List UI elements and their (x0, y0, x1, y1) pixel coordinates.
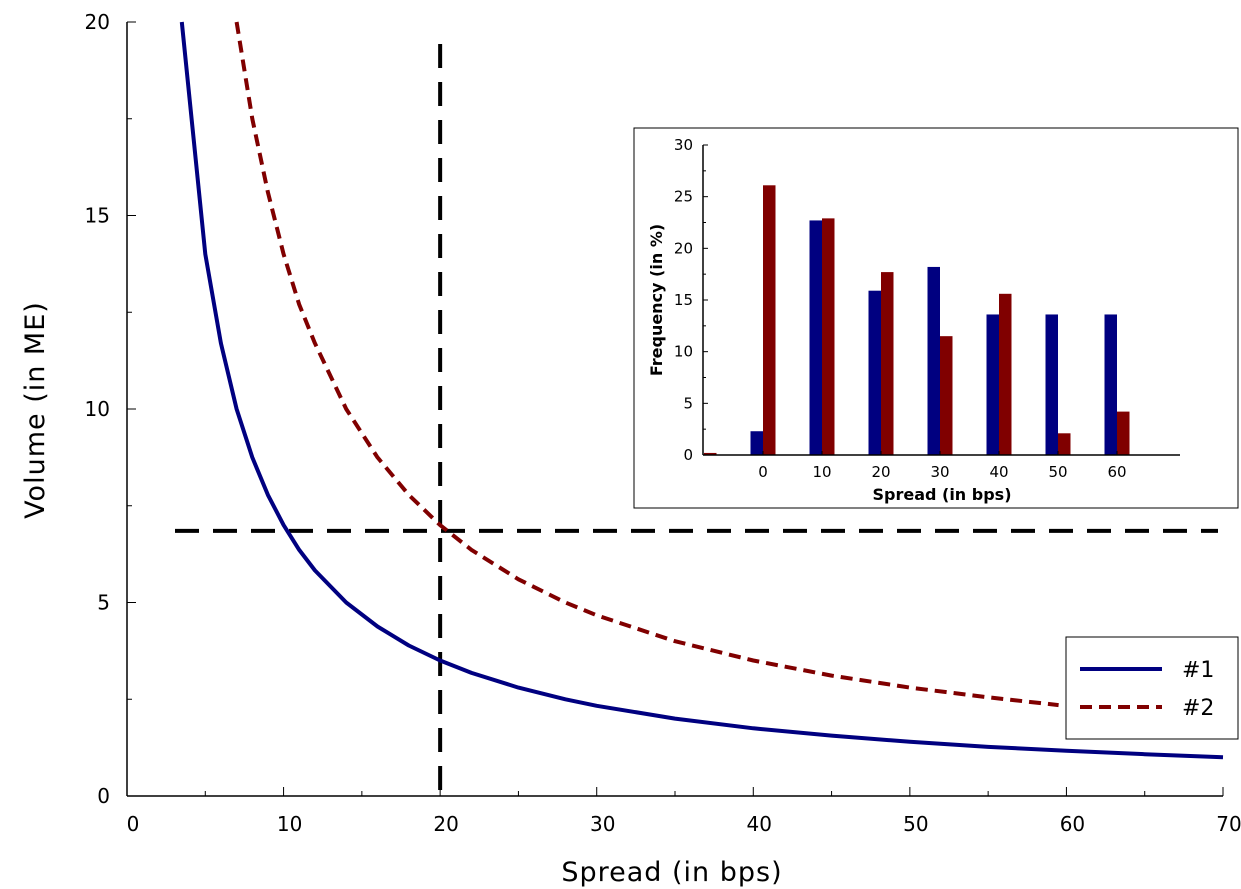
legend: #1 #2 (1066, 637, 1238, 739)
inset-bar-series-1 (751, 431, 764, 455)
y-axis-title: Volume (in ME) (20, 301, 51, 519)
x-tick-label: 0 (127, 812, 140, 836)
inset-bar-series-1 (1046, 314, 1059, 455)
x-tick-label: 40 (747, 812, 772, 836)
x-tick-label: 50 (903, 812, 928, 836)
y-tick-label: 10 (85, 397, 110, 421)
inset-x-tick-label: 40 (989, 463, 1008, 481)
inset-x-axis-title: Spread (in bps) (872, 485, 1011, 504)
inset-x-tick-label: 10 (812, 463, 831, 481)
inset-y-tick-label: 15 (674, 291, 693, 309)
inset-bar-series-1 (810, 220, 823, 455)
legend-frame (1066, 637, 1238, 739)
x-tick-label: 60 (1060, 812, 1085, 836)
inset-y-tick-label: 30 (674, 136, 693, 154)
x-tick-label: 10 (277, 812, 302, 836)
inset-x-tick-label: 20 (871, 463, 890, 481)
y-tick-label: 0 (97, 784, 110, 808)
inset-bar-series-2 (1058, 433, 1071, 455)
inset-bar-series-1 (1105, 314, 1118, 455)
x-tick-label: 20 (433, 812, 458, 836)
inset-bar-series-2 (822, 218, 835, 455)
inset-bar-series-1 (869, 291, 882, 455)
inset-x-tick-label: 30 (930, 463, 949, 481)
inset-x-tick-label: 60 (1107, 463, 1126, 481)
inset-bar-series-2 (999, 294, 1012, 455)
inset-y-tick-label: 0 (683, 446, 693, 464)
inset-y-tick-label: 5 (683, 394, 693, 412)
inset-bar-series-2 (763, 185, 776, 455)
x-tick-label: 70 (1216, 812, 1241, 836)
inset-bar-series-2 (1117, 412, 1130, 455)
legend-label-series-1: #1 (1182, 658, 1214, 683)
inset-chart: 0 5 10 15 20 25 30 0 10 20 30 40 50 60 Spread (in bps… (634, 128, 1238, 508)
y-tick-label: 20 (85, 10, 110, 34)
legend-label-series-2: #2 (1182, 696, 1214, 721)
inset-y-tick-label: 10 (674, 343, 693, 361)
inset-bar-series-1 (987, 314, 1000, 455)
y-tick-label: 5 (97, 591, 110, 615)
x-axis-title: Spread (in bps) (561, 857, 782, 888)
x-tick-label: 30 (590, 812, 615, 836)
inset-x-tick-label: 50 (1048, 463, 1067, 481)
inset-y-tick-label: 20 (674, 239, 693, 257)
inset-y-tick-label: 25 (674, 188, 693, 206)
y-tick-label: 15 (85, 204, 110, 228)
inset-bar-series-1 (928, 267, 941, 455)
inset-bar-series-2 (940, 336, 953, 455)
inset-y-axis-title: Frequency (in %) (647, 224, 666, 376)
inset-bar-series-2 (881, 272, 894, 455)
inset-x-tick-label: 0 (758, 463, 768, 481)
